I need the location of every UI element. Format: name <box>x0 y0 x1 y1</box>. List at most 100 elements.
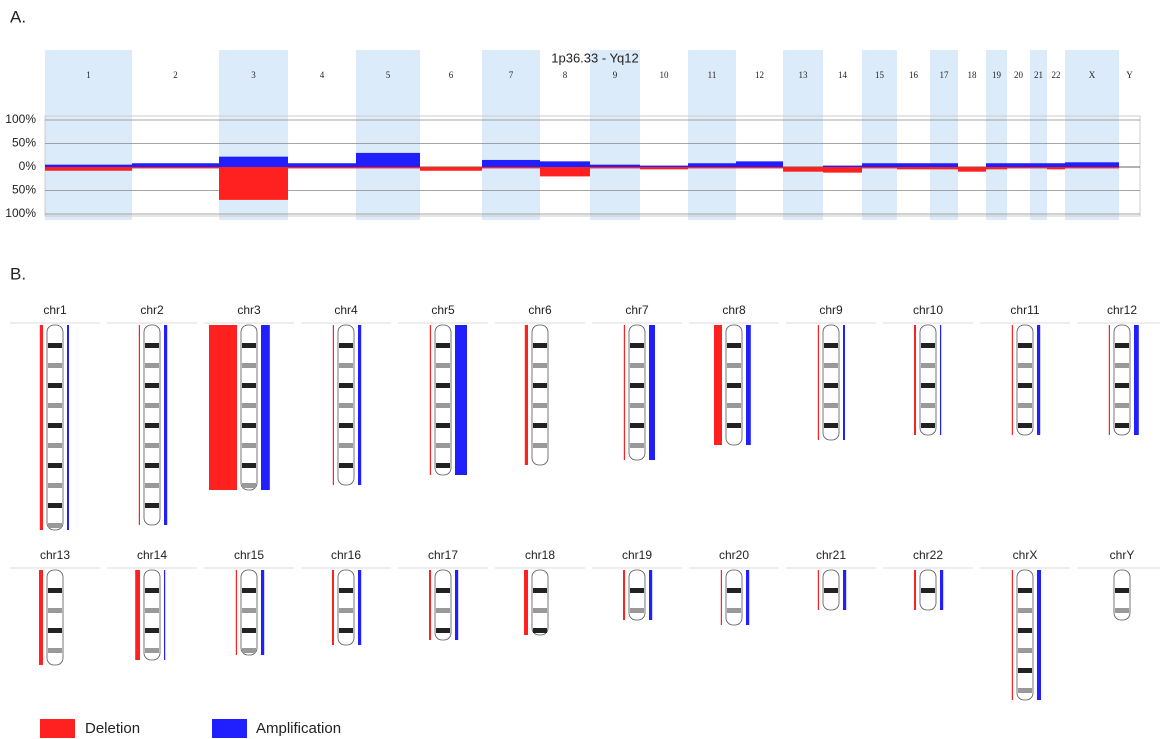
ideogram-band <box>921 403 935 408</box>
chromosome-name: chr7 <box>625 303 649 317</box>
amplification-bar <box>897 163 930 167</box>
ideogram <box>338 570 354 645</box>
deletion-track <box>139 325 140 525</box>
ideogram-band <box>436 443 450 448</box>
ideogram-band <box>436 608 450 613</box>
page: A. B. 1234567891011121314151617181920212… <box>0 0 1160 739</box>
chromosome-label: 16 <box>909 70 919 80</box>
ideogram-band <box>727 588 741 593</box>
chromosome-label: 20 <box>1014 70 1024 80</box>
chromosome-name: chr6 <box>528 303 552 317</box>
legend-swatch <box>212 719 247 738</box>
ideograms: chr1chr2chr3chr4chr5chr6chr7chr8chr9chr1… <box>10 303 1160 700</box>
chromosome-name: chr18 <box>525 548 555 562</box>
ideogram-band <box>1018 688 1032 693</box>
deletion-bar <box>356 167 420 168</box>
legend-label: Amplification <box>256 720 341 737</box>
amplification-bar <box>590 165 640 167</box>
y-tick-label: 100% <box>5 112 36 126</box>
amplification-bar <box>1065 162 1119 167</box>
ideogram-band <box>630 363 644 368</box>
ideogram-band <box>145 608 159 613</box>
deletion-bar <box>1030 167 1047 168</box>
ideogram-band <box>727 343 741 348</box>
deletion-bar <box>783 167 823 172</box>
ideogram-band <box>436 343 450 348</box>
deletion-bar <box>1047 167 1065 169</box>
ideogram-band <box>1018 628 1032 633</box>
ideogram-band <box>824 343 838 348</box>
ideogram-band <box>48 343 62 348</box>
ideogram-band <box>1018 343 1032 348</box>
ideogram-band <box>339 383 353 388</box>
ideogram-band <box>48 503 62 508</box>
ideogram-band <box>1018 403 1032 408</box>
chromosome-name: chr4 <box>334 303 358 317</box>
amplification-bar <box>356 153 420 167</box>
ideogram-band <box>48 403 62 408</box>
amplification-bar <box>640 166 688 167</box>
ideogram-band <box>1018 648 1032 653</box>
ideogram-band <box>48 423 62 428</box>
chromosome-name: chr3 <box>237 303 261 317</box>
deletion-track <box>914 570 916 610</box>
chromosome-name: chr10 <box>913 303 943 317</box>
ideogram <box>920 325 936 435</box>
deletion-bar <box>1065 167 1119 168</box>
legend-swatch <box>40 719 75 738</box>
amplification-track <box>1037 325 1040 435</box>
region-label: 1p36.33 - Yq12 <box>551 50 638 65</box>
ideogram-band <box>921 343 935 348</box>
ideogram-band <box>145 628 159 633</box>
chromosome-label: 2 <box>173 70 178 80</box>
ideogram-band <box>1115 423 1129 428</box>
ideogram-band <box>1115 588 1129 593</box>
chromosome-name: chrX <box>1013 548 1038 562</box>
amplification-bar <box>1047 163 1065 167</box>
ideogram-band <box>533 343 547 348</box>
amplification-bar <box>482 160 540 167</box>
deletion-bar <box>45 167 132 171</box>
chromosome-name: chr14 <box>137 548 167 562</box>
ideogram-band <box>339 443 353 448</box>
chromosome-name: chr5 <box>431 303 455 317</box>
y-tick-label: 100% <box>5 206 36 220</box>
ideogram-band <box>824 588 838 593</box>
ideogram-band <box>824 383 838 388</box>
chromosome-label: 13 <box>799 70 809 80</box>
ideogram <box>144 570 160 660</box>
ideogram-band <box>921 423 935 428</box>
ideogram-band <box>242 343 256 348</box>
deletion-track <box>40 325 43 530</box>
amplification-track <box>649 325 655 460</box>
ideogram-band <box>1115 363 1129 368</box>
ideogram-band <box>630 403 644 408</box>
deletion-bar <box>736 167 783 168</box>
amplification-track <box>67 325 69 530</box>
ideogram-band <box>630 343 644 348</box>
chromosome-name: chr1 <box>43 303 67 317</box>
deletion-track <box>333 325 334 485</box>
ideogram-band <box>145 588 159 593</box>
chromosome-label: 3 <box>251 70 256 80</box>
ideogram-band <box>145 483 159 488</box>
ideogram-band <box>727 608 741 613</box>
deletion-bar <box>986 167 1007 169</box>
ideogram-band <box>1018 588 1032 593</box>
ideogram-band <box>921 363 935 368</box>
ideogram-band <box>242 423 256 428</box>
ideogram-band <box>727 383 741 388</box>
chromosome-name: chr8 <box>722 303 746 317</box>
ideogram-band <box>533 608 547 613</box>
ideogram-band <box>1018 363 1032 368</box>
amplification-track <box>940 570 943 610</box>
ideogram-band <box>630 443 644 448</box>
ideogram-band <box>630 383 644 388</box>
amplification-bar <box>862 163 897 167</box>
deletion-bar <box>482 167 540 168</box>
ideogram-band <box>533 383 547 388</box>
chromosome-label: 1 <box>86 70 91 80</box>
ideogram-band <box>48 648 62 653</box>
ideogram-band <box>533 628 547 633</box>
